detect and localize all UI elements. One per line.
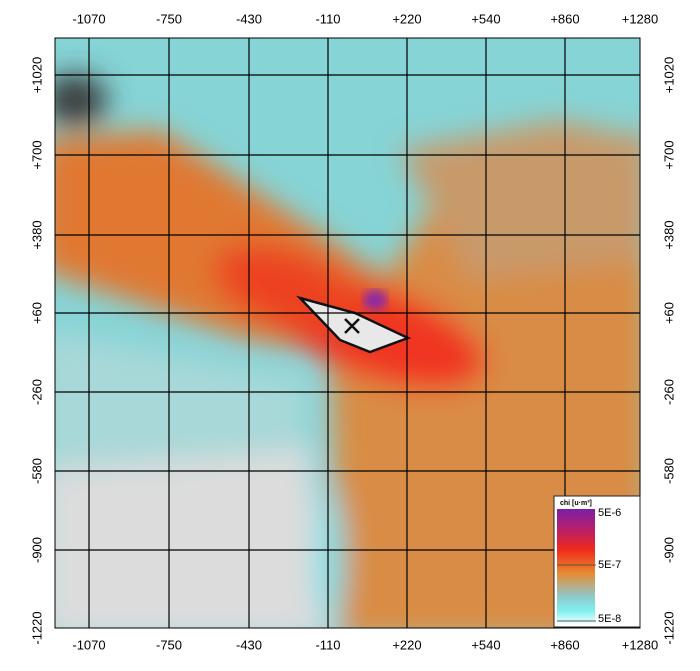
y-tick-label: -900 xyxy=(29,537,44,563)
y-tick-label: -900 xyxy=(661,537,676,563)
legend-label: 5E-8 xyxy=(598,613,621,625)
x-tick-label: -430 xyxy=(236,637,262,652)
legend-label: 5E-6 xyxy=(598,507,621,519)
x-tick-label: +1280 xyxy=(622,637,659,652)
x-tick-label: -110 xyxy=(315,11,340,26)
y-tick-label: +60 xyxy=(29,302,44,324)
y-tick-label: +1020 xyxy=(29,57,44,94)
x-tick-label: -430 xyxy=(236,11,262,26)
y-tick-label: -1220 xyxy=(29,611,44,644)
y-tick-label: -580 xyxy=(661,458,676,484)
x-tick-label: -1070 xyxy=(72,11,105,26)
legend: chi [u·m³] 5E-6 5E-7 5E-8 xyxy=(553,495,641,628)
x-tick-label: +220 xyxy=(392,11,421,26)
x-tick-label: -1070 xyxy=(72,637,105,652)
x-tick-label: -110 xyxy=(315,637,340,652)
legend-title: chi [u·m³] xyxy=(560,500,592,507)
y-tick-label: -260 xyxy=(29,379,44,405)
x-tick-label: +220 xyxy=(392,637,421,652)
y-tick-label: +60 xyxy=(661,302,676,324)
y-tick-label: -260 xyxy=(661,379,676,405)
y-tick-label: +1020 xyxy=(661,57,676,94)
x-tick-label: +1280 xyxy=(622,11,659,26)
grid xyxy=(55,38,640,628)
y-tick-label: +380 xyxy=(661,220,676,249)
frame xyxy=(54,37,641,629)
legend-label: 5E-7 xyxy=(598,559,621,571)
y-tick-label: +380 xyxy=(29,220,44,249)
y-tick-label: -1220 xyxy=(661,611,676,644)
y-tick-label: +700 xyxy=(661,140,676,169)
y-tick-label: -580 xyxy=(29,458,44,484)
center-marker xyxy=(344,318,360,334)
x-tick-label: +540 xyxy=(471,11,500,26)
x-tick-label: -750 xyxy=(156,11,182,26)
y-tick-label: +700 xyxy=(29,140,44,169)
x-tick-label: +540 xyxy=(471,637,500,652)
x-tick-label: -750 xyxy=(156,637,182,652)
x-tick-label: +860 xyxy=(550,637,579,652)
color-bar xyxy=(557,509,595,625)
x-tick-label: +860 xyxy=(550,11,579,26)
